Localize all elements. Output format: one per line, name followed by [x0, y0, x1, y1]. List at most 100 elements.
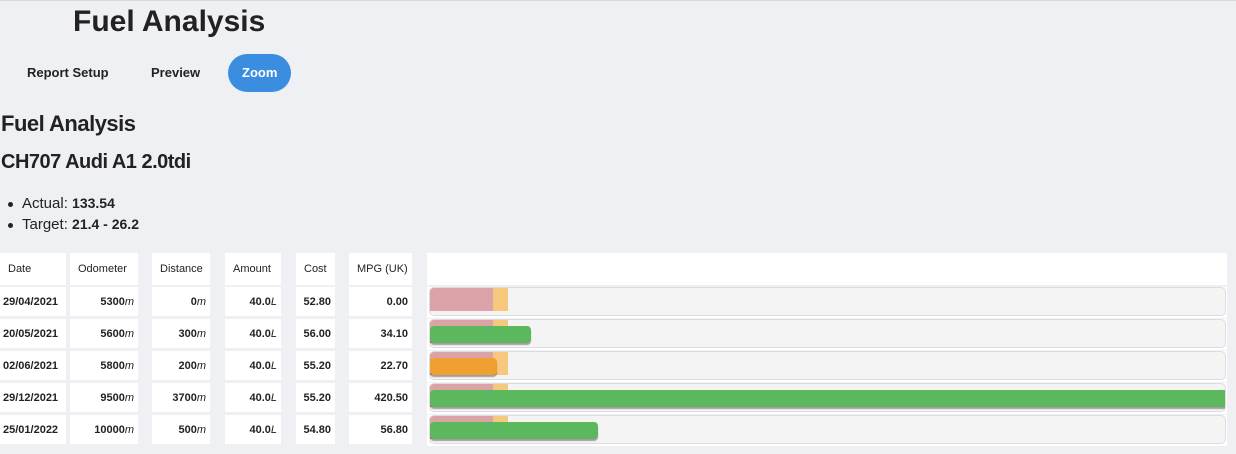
vehicle-name: CH707 Audi A1 2.0tdi: [1, 151, 191, 173]
date-cell: 29/12/2021: [0, 383, 66, 412]
value-cell: 9500 m: [70, 383, 138, 412]
mpg-cell: 34.10: [349, 319, 412, 348]
unit: m: [196, 391, 206, 404]
target-item: Target: 21.4 - 26.2: [8, 216, 139, 233]
unit: L: [270, 391, 277, 404]
value-cell: 200 m: [152, 351, 210, 380]
mpg-bar: [430, 422, 599, 439]
value-cell: 5800 m: [70, 351, 138, 380]
actual-value: 133.54: [72, 195, 115, 211]
date-cell: 20/05/2021: [0, 319, 66, 348]
date-cell: 25/01/2022: [0, 415, 66, 444]
tab[interactable]: Report Setup: [27, 65, 109, 80]
value-cell: 3700 m: [152, 383, 210, 412]
unit: L: [270, 423, 277, 436]
target-range: 21.4 - 26.2: [72, 216, 139, 232]
mpg-cell: 0.00: [349, 287, 412, 316]
cell-value: 40.0: [249, 359, 271, 372]
cell-value: 55.20: [303, 359, 331, 372]
cell-value: 5600: [100, 327, 125, 340]
chart-cell: [427, 287, 1227, 318]
target-max: 26.2: [111, 216, 139, 232]
unit: L: [270, 295, 277, 308]
cell-value: 02/06/2021: [3, 359, 59, 372]
column-header: Amount: [225, 253, 281, 285]
chart-cell: [427, 415, 1227, 446]
cell-value: 40.0: [249, 327, 271, 340]
mpg-bar: [430, 326, 531, 343]
cell-value: 40.0: [249, 423, 271, 436]
chart-cell: [427, 351, 1227, 382]
cell-value: 3700: [172, 391, 197, 404]
value-cell: 300 m: [152, 319, 210, 348]
value-cell: 40.0 L: [225, 383, 281, 412]
column-header: Odometer: [70, 253, 138, 285]
unit: m: [196, 359, 206, 372]
unit: m: [124, 423, 134, 436]
date-cell: 29/04/2021: [0, 287, 66, 316]
value-cell: 5300 m: [70, 287, 138, 316]
cell-value: 52.80: [303, 295, 331, 308]
mpg-bar: [430, 390, 1225, 407]
column-header: Distance: [152, 253, 210, 285]
tab[interactable]: Preview: [151, 65, 201, 80]
value-cell: 40.0 L: [225, 319, 281, 348]
value-cell: 5600 m: [70, 319, 138, 348]
value-cell: 40.0 L: [225, 351, 281, 380]
date-cell: 02/06/2021: [0, 351, 66, 380]
mpg-cell: 22.70: [349, 351, 412, 380]
bar-track: [429, 383, 1226, 412]
cell-value: 20/05/2021: [3, 327, 59, 340]
column-header: MPG (UK): [349, 253, 412, 285]
chart-header: [427, 253, 1227, 285]
mpg-cell: 420.50: [349, 383, 412, 412]
tab[interactable]: Zoom: [228, 54, 292, 92]
actual-label: Actual:: [22, 195, 68, 212]
value-cell: 55.20: [296, 351, 335, 380]
value-cell: 40.0 L: [225, 415, 281, 444]
value-cell: 54.80: [296, 415, 335, 444]
mpg-bar: [430, 358, 498, 375]
bar-track: [429, 351, 1226, 380]
column-header: Date: [0, 253, 66, 285]
cell-value: 200: [178, 359, 197, 372]
mpg-cell: 56.80: [349, 415, 412, 444]
unit: L: [270, 327, 277, 340]
target-low-band: [430, 288, 494, 311]
cell-value: 55.20: [303, 391, 331, 404]
cell-value: 5800: [100, 359, 125, 372]
value-cell: 52.80: [296, 287, 335, 316]
cell-value: 9500: [100, 391, 125, 404]
page-title: Fuel Analysis: [73, 5, 266, 38]
unit: m: [196, 423, 206, 436]
cell-value: 25/01/2022: [3, 423, 59, 436]
target-label: Target:: [22, 216, 68, 233]
chart-cell: [427, 383, 1227, 414]
cell-value: 29/04/2021: [3, 295, 59, 308]
unit: L: [270, 359, 277, 372]
report-heading: Fuel Analysis: [1, 111, 136, 136]
unit: m: [124, 359, 134, 372]
cell-value: 10000: [94, 423, 125, 436]
chart-cell: [427, 319, 1227, 350]
cell-value: 5300: [100, 295, 125, 308]
column-header: Cost: [296, 253, 335, 285]
value-cell: 55.20: [296, 383, 335, 412]
target-min: 21.4: [72, 216, 100, 232]
value-cell: 40.0 L: [225, 287, 281, 316]
unit: m: [196, 295, 206, 308]
bar-track: [429, 415, 1226, 444]
value-cell: 56.00: [296, 319, 335, 348]
cell-value: 56.00: [303, 327, 331, 340]
cell-value: 300: [178, 327, 197, 340]
unit: m: [196, 327, 206, 340]
actual-item: Actual: 133.54: [8, 195, 115, 212]
unit: m: [124, 327, 134, 340]
cell-value: 500: [178, 423, 197, 436]
cell-value: 40.0: [249, 391, 271, 404]
bar-track: [429, 287, 1226, 316]
target-band: [493, 288, 508, 311]
bar-track: [429, 319, 1226, 348]
